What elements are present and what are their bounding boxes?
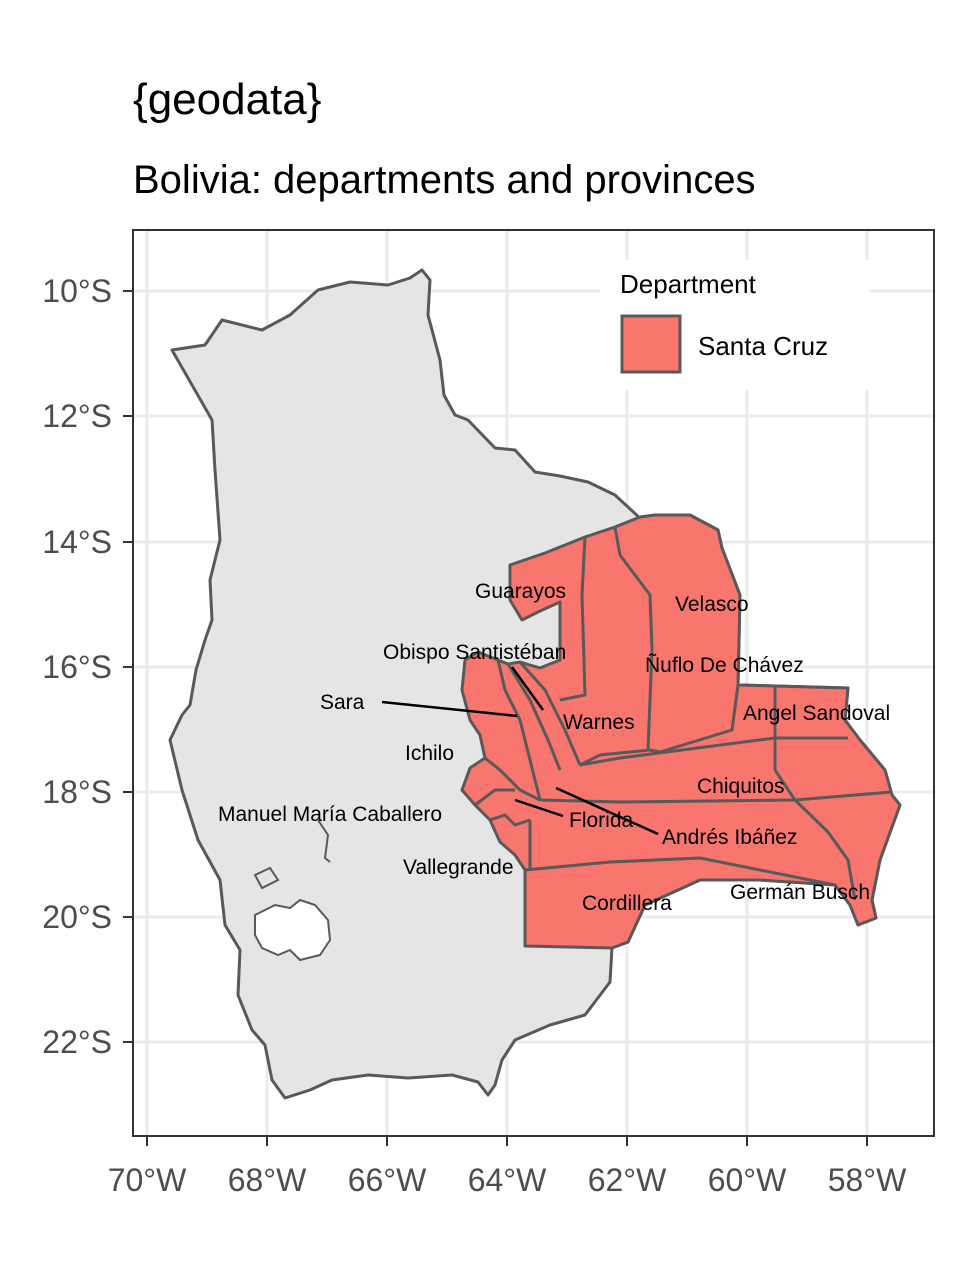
y-tick-label: 16°S	[42, 649, 112, 685]
map-title: {geodata}	[133, 75, 322, 124]
label-velasco: Velasco	[675, 593, 749, 616]
lake-shore-2	[253, 866, 280, 890]
x-tick-label: 58°W	[828, 1162, 907, 1198]
province-boundaries	[474, 526, 893, 901]
axis-ticks	[123, 290, 868, 1146]
label-florida: Florida	[569, 809, 634, 832]
label-sara: Sara	[320, 691, 365, 714]
label-cordillera: Cordillera	[582, 892, 672, 915]
map-subtitle: Bolivia: departments and provinces	[133, 158, 756, 202]
label-guarayos: Guarayos	[475, 580, 566, 603]
label-nuflo-de-chavez: Ñuflo De Chávez	[645, 653, 804, 677]
label-german-busch: Germán Busch	[730, 881, 870, 904]
legend-title: Department	[620, 269, 757, 299]
label-angel-sandoval: Angel Sandoval	[743, 702, 890, 725]
y-tick-label: 10°S	[42, 273, 112, 309]
y-tick-label: 18°S	[42, 774, 112, 810]
label-vallegrande: Vallegrande	[403, 856, 514, 879]
y-tick-label: 20°S	[42, 899, 112, 935]
salt-flat	[254, 898, 332, 962]
label-andres-ibanez: Andrés Ibáñez	[662, 826, 797, 849]
x-axis-labels: 70°W 68°W 66°W 64°W 62°W 60°W 58°W	[108, 1162, 907, 1198]
legend: Department Santa Cruz	[600, 260, 870, 390]
x-tick-label: 68°W	[228, 1162, 307, 1198]
x-tick-label: 64°W	[468, 1162, 547, 1198]
label-chiquitos: Chiquitos	[697, 775, 785, 798]
label-ichilo: Ichilo	[405, 742, 454, 765]
x-tick-label: 62°W	[588, 1162, 667, 1198]
panel-border	[132, 229, 935, 1137]
legend-label-santa-cruz: Santa Cruz	[698, 331, 828, 361]
santa-cruz-department	[460, 513, 902, 950]
y-tick-label: 14°S	[42, 524, 112, 560]
leader-lines	[381, 666, 659, 836]
label-warnes: Warnes	[563, 711, 635, 734]
y-tick-label: 22°S	[42, 1024, 112, 1060]
lake-shore	[317, 819, 331, 863]
label-manuel-maria-caballero: Manuel María Caballero	[218, 803, 442, 826]
y-tick-label: 12°S	[42, 398, 112, 434]
x-tick-label: 66°W	[348, 1162, 427, 1198]
legend-key-santa-cruz	[620, 314, 682, 374]
x-tick-label: 70°W	[108, 1162, 187, 1198]
y-axis-labels: 10°S 12°S 14°S 16°S 18°S 20°S 22°S	[42, 273, 112, 1060]
label-obispo-santisteban: Obispo Santistéban	[383, 641, 566, 664]
x-tick-label: 60°W	[708, 1162, 787, 1198]
